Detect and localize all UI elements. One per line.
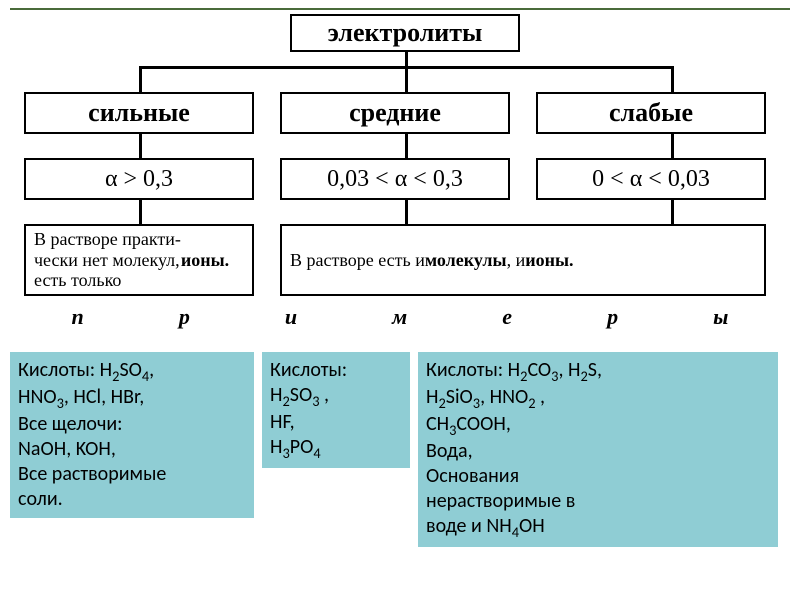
electrolytes-tree-diagram: электролиты сильные средние слабые α > 0,3… xyxy=(10,14,790,334)
connector xyxy=(139,134,142,158)
letter: ы xyxy=(713,304,728,330)
example-box: Кислоты:H2SO3 ,HF,H3PO4 xyxy=(262,352,410,468)
connector xyxy=(405,134,408,158)
letter: п xyxy=(72,304,84,330)
connector xyxy=(671,134,674,158)
letter: и xyxy=(285,304,297,330)
connector xyxy=(671,200,674,224)
connector xyxy=(405,200,408,224)
letter: м xyxy=(392,304,407,330)
diagram-box: средние xyxy=(280,92,510,134)
connector xyxy=(139,66,142,92)
diagram-box: 0,03 < α < 0,3 xyxy=(280,158,510,200)
diagram-box: 0 < α < 0,03 xyxy=(536,158,766,200)
decorative-top-line xyxy=(10,8,790,10)
examples-row: Кислоты: H2SO4,HNO3, HCl, HBr,Все щелочи… xyxy=(10,352,790,547)
connector xyxy=(139,200,142,224)
connector xyxy=(405,52,408,66)
diagram-box: сильные xyxy=(24,92,254,134)
connector xyxy=(671,66,674,92)
example-box: Кислоты: H2CO3, H2S,H2SiO3, HNO2 ,CH3COO… xyxy=(418,352,778,547)
letter: е xyxy=(502,304,512,330)
letter: р xyxy=(607,304,618,330)
diagram-box: α > 0,3 xyxy=(24,158,254,200)
diagram-box: В растворе практи-чески нет молекул,есть… xyxy=(24,224,254,296)
diagram-box: слабые xyxy=(536,92,766,134)
connector xyxy=(405,66,408,92)
diagram-box: В растворе есть и молекулы, и ионы. xyxy=(280,224,766,296)
letter: р xyxy=(179,304,190,330)
example-box: Кислоты: H2SO4,HNO3, HCl, HBr,Все щелочи… xyxy=(10,352,254,518)
root-node: электролиты xyxy=(290,14,520,52)
letters-row: примеры xyxy=(24,304,776,330)
